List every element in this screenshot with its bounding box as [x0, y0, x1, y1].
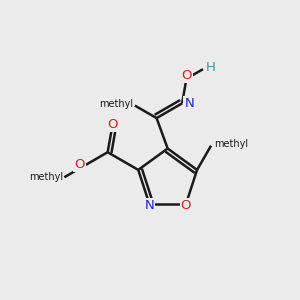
Text: O: O — [74, 158, 85, 171]
Text: methyl: methyl — [99, 99, 134, 109]
Text: methyl: methyl — [29, 172, 63, 182]
Text: O: O — [107, 118, 117, 130]
Text: N: N — [145, 200, 154, 212]
Text: O: O — [181, 69, 192, 82]
Text: O: O — [181, 200, 191, 212]
Text: H: H — [206, 61, 216, 74]
Text: methyl: methyl — [214, 139, 248, 149]
Text: N: N — [184, 97, 194, 110]
